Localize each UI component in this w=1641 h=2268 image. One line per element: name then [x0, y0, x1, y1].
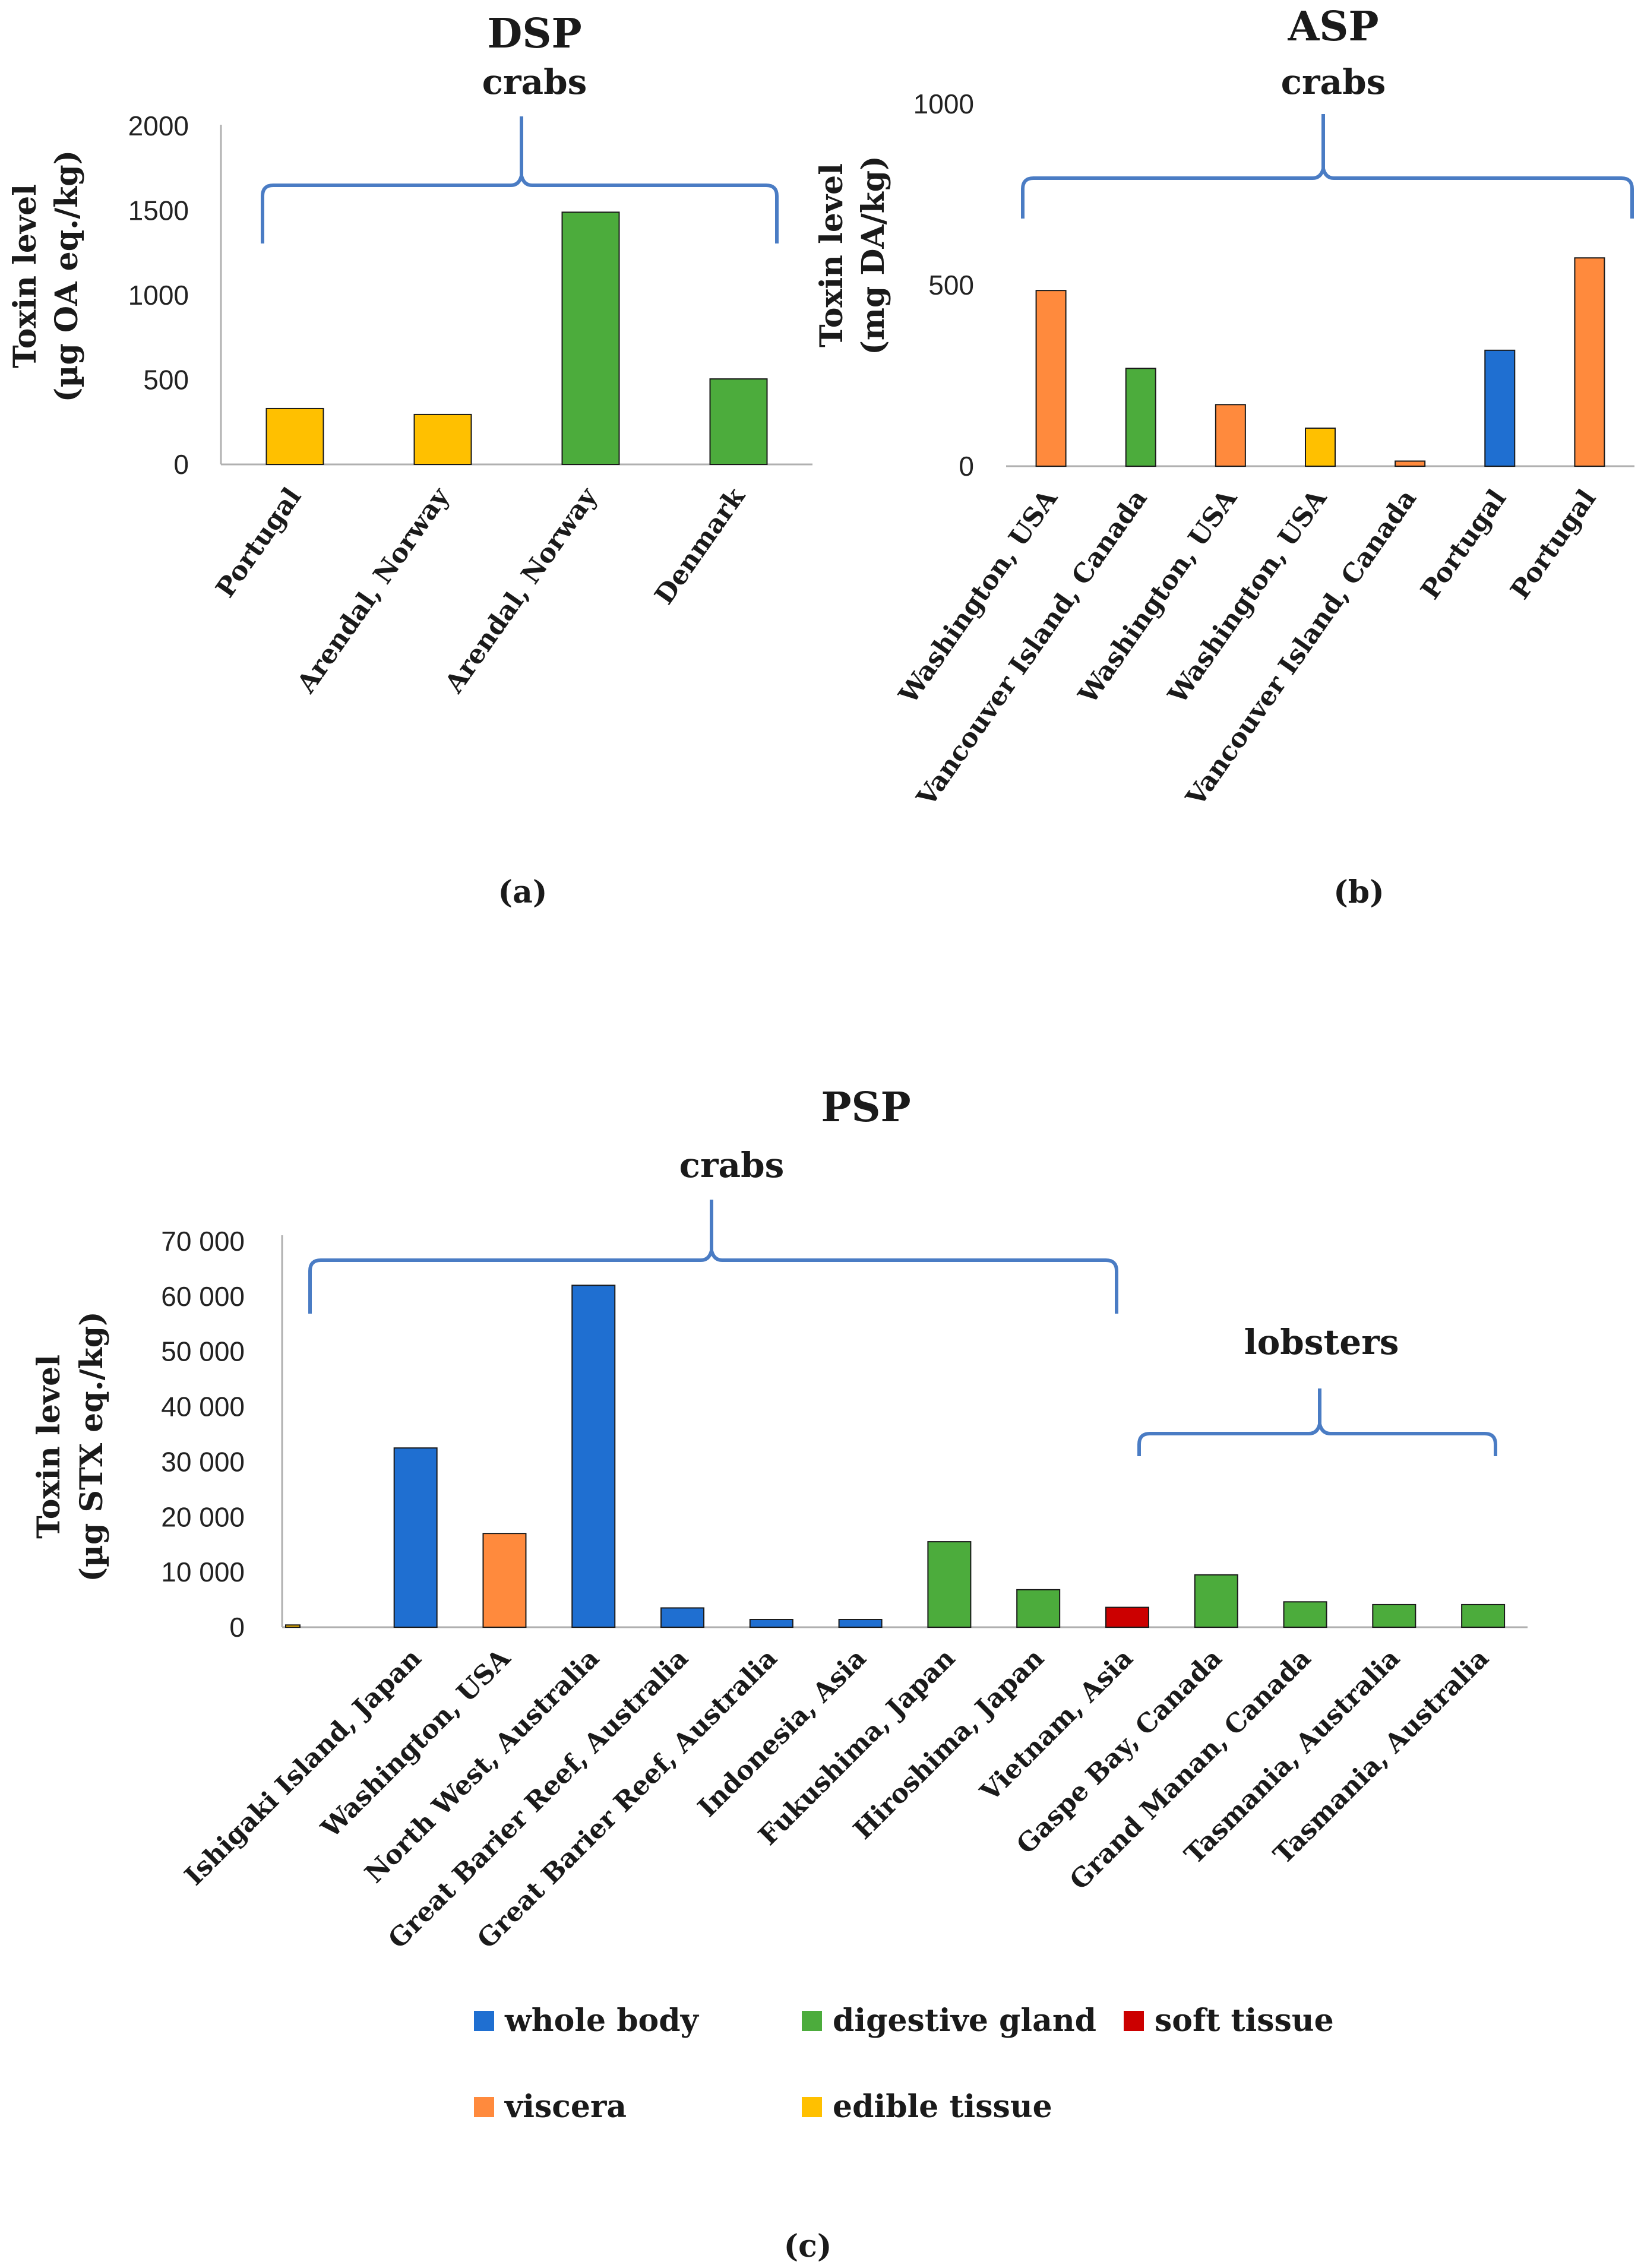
bar-7 [1016, 1589, 1061, 1628]
y-tick-label: 40 000 [161, 1391, 245, 1422]
legend-swatch-soft_tissue [1124, 2011, 1144, 2031]
psp-ylabel-line2: (µg STX eq./kg) [74, 1311, 110, 1581]
legend-swatch-digestive_gland [802, 2011, 822, 2031]
asp-crabs-label: crabs [1281, 62, 1386, 102]
dsp-crabs-label: crabs [482, 62, 587, 102]
x-tick-label: Portugal [1505, 484, 1602, 605]
y-tick-label: 1500 [128, 195, 189, 226]
bar-8 [1105, 1606, 1149, 1628]
bar-6 [927, 1541, 972, 1628]
asp-ylabel-line1: Toxin level [814, 163, 850, 347]
bar-12 [1461, 1603, 1506, 1628]
asp-title: ASP [1288, 3, 1379, 50]
bar-5 [838, 1619, 883, 1628]
legend-label: soft tissue [1155, 2003, 1334, 2039]
legend-label: viscera [504, 2089, 627, 2125]
asp-panel: ASP crabs Toxin level (mg DA/kg) 0 500 100… [814, 3, 1634, 910]
legend-swatch-edible_tissue [802, 2097, 822, 2117]
x-tick-label: Portugal [210, 482, 308, 603]
legend-label: digestive gland [833, 2003, 1096, 2039]
y-tick-label: 70 000 [161, 1226, 245, 1257]
asp-caption: (b) [1333, 874, 1384, 910]
y-tick-label: 50 000 [161, 1336, 245, 1367]
dsp-panel: DSP crabs Toxin level (µg OA eq./kg) 0 50… [7, 10, 812, 910]
y-tick-label: 1000 [913, 88, 974, 119]
x-tick-label: Denmark [649, 482, 752, 610]
dsp-ylabel-line2: (µg OA eq./kg) [49, 150, 85, 402]
dsp-title: DSP [487, 10, 581, 58]
psp-crabs-label: crabs [679, 1145, 785, 1185]
y-tick-label: 10 000 [161, 1557, 245, 1587]
bar-4 [1395, 460, 1426, 467]
y-tick-label: 30 000 [161, 1446, 245, 1477]
legend: whole body digestive gland soft tissue visc… [474, 2003, 1334, 2125]
psp-ylabel-line1: Toxin level [31, 1355, 67, 1539]
bar-1 [1125, 368, 1156, 467]
bar-0 [1035, 290, 1067, 467]
bar-1 [413, 413, 472, 465]
y-tick-label: 500 [143, 365, 189, 396]
psp-caption: (c) [784, 2228, 832, 2264]
y-tick-label: 1000 [128, 280, 189, 311]
bar-6 [1574, 257, 1605, 467]
x-tick-label: Washington, USA [893, 483, 1064, 709]
bar-10 [1283, 1601, 1327, 1628]
y-tick-label: 20 000 [161, 1501, 245, 1532]
bar-3 [660, 1607, 705, 1628]
bar-1 [482, 1533, 527, 1628]
y-tick-label: 500 [928, 270, 974, 300]
x-tick-label: Washington, USA [1162, 483, 1333, 709]
bar-2 [1215, 404, 1246, 467]
bar-0 [265, 407, 324, 466]
dsp-caption: (a) [498, 874, 548, 910]
legend-swatch-viscera [474, 2097, 494, 2117]
bar-4 [749, 1619, 793, 1628]
x-tick-label: Indonesia, Asia [692, 1643, 872, 1823]
legend-label: edible tissue [833, 2089, 1052, 2125]
dsp-crabs-brace [261, 116, 779, 243]
y-tick-label: 0 [229, 1612, 245, 1643]
bar-2 [561, 211, 620, 465]
x-tick-label: Washington, USA [1073, 483, 1244, 709]
bar-3 [1305, 427, 1336, 467]
dsp-ylabel-line1: Toxin level [7, 184, 43, 368]
bar-11 [1372, 1603, 1416, 1628]
x-tick-label: Portugal [1415, 484, 1512, 605]
legend-label: whole body [504, 2003, 700, 2039]
bar-9 [1194, 1574, 1238, 1628]
psp-panel: PSP crabs lobsters Toxin level (µg STX e… [31, 1084, 1528, 2264]
x-tick-label: Arendal, Norway [291, 482, 456, 699]
y-tick-label: 60 000 [161, 1281, 245, 1312]
psp-lobsters-brace [1137, 1388, 1497, 1456]
legend-swatch-whole_body [474, 2011, 494, 2031]
psp-title: PSP [821, 1084, 910, 1131]
asp-crabs-brace [1021, 114, 1634, 219]
y-tick-label: 0 [173, 449, 189, 480]
bar-0 [393, 1447, 438, 1628]
bar-5 [1484, 349, 1516, 467]
asp-ylabel-line2: (mg DA/kg) [855, 156, 891, 355]
bar-unlabeled [284, 1624, 301, 1628]
y-tick-label: 0 [959, 451, 974, 482]
y-tick-label: 2000 [128, 110, 189, 141]
x-tick-label: Arendal, Norway [439, 482, 604, 699]
psp-lobsters-label: lobsters [1244, 1322, 1399, 1362]
bar-3 [709, 378, 768, 466]
x-tick-label: Vietnam, Asia [974, 1643, 1139, 1808]
psp-crabs-brace [308, 1200, 1118, 1314]
bar-2 [571, 1285, 616, 1628]
